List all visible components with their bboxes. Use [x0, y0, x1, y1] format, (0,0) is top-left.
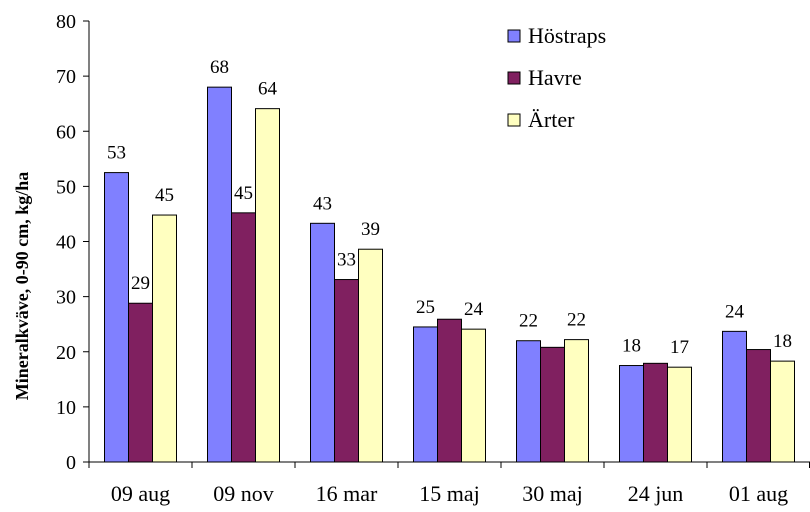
data-label: 39: [361, 219, 380, 240]
data-label: 24: [464, 299, 484, 320]
legend-swatch: [507, 71, 521, 85]
bar: [128, 302, 153, 463]
y-tick-label: 20: [56, 342, 76, 364]
legend-label: Havre: [528, 65, 582, 90]
bar: [310, 222, 335, 463]
bar: [516, 340, 541, 463]
bar: [358, 248, 383, 463]
data-label: 45: [234, 183, 253, 204]
data-label: 24: [725, 301, 745, 322]
bar: [437, 318, 462, 463]
y-tick-label: 60: [56, 121, 76, 143]
data-label: 17: [670, 337, 689, 358]
y-tick-label: 50: [56, 176, 76, 198]
y-tick-label: 80: [56, 11, 76, 33]
x-tick-label: 09 aug: [111, 481, 170, 506]
data-label: 18: [622, 336, 641, 357]
data-label: 53: [107, 143, 126, 164]
bar: [722, 330, 747, 463]
y-tick-label: 30: [56, 287, 76, 309]
bar: [413, 326, 438, 463]
bar: [255, 108, 280, 463]
bar: [564, 339, 589, 463]
y-tick-label: 40: [56, 232, 76, 254]
bar: [667, 366, 692, 463]
bar: [643, 362, 668, 463]
y-tick-label: 70: [56, 66, 76, 88]
data-label: 45: [155, 185, 174, 206]
y-axis: 0 10 20 30 40 50 60 70 80: [56, 11, 90, 474]
bar: [746, 349, 771, 463]
legend-label: Ärter: [528, 107, 575, 132]
legend-label: Höstraps: [528, 23, 606, 48]
bar: [152, 214, 177, 463]
x-tick-label: 30 maj: [522, 481, 583, 506]
data-label: 68: [210, 57, 229, 78]
data-label: 22: [519, 311, 538, 332]
bar: [770, 360, 795, 463]
x-axis: 09 aug 09 nov 16 mar 15 maj 30 maj 24 jun 01 a…: [88, 461, 810, 506]
bar: [540, 346, 565, 463]
y-axis-title: Mineralkväve, 0-90 cm, kg/ha: [12, 172, 32, 400]
data-label: 29: [131, 273, 150, 294]
x-tick-label: 09 nov: [213, 481, 274, 506]
bar: [104, 172, 129, 463]
x-tick-label: 15 maj: [419, 481, 480, 506]
data-label: 25: [416, 297, 435, 318]
legend-swatch: [507, 113, 521, 127]
y-tick-label: 0: [66, 452, 76, 474]
data-label: 64: [258, 79, 278, 100]
bar: [619, 365, 644, 463]
data-label: 43: [313, 193, 332, 214]
y-tick-label: 10: [56, 397, 76, 419]
bar: [334, 279, 359, 463]
bar: [461, 328, 486, 463]
bar: [207, 86, 232, 463]
bars: [104, 86, 795, 463]
legend: Höstraps Havre Ärter: [507, 23, 606, 132]
data-label: 33: [337, 250, 356, 271]
x-tick-label: 24 jun: [628, 481, 684, 506]
legend-swatch: [507, 29, 521, 43]
data-label: 22: [567, 310, 586, 331]
data-label: 18: [773, 331, 792, 352]
bar: [231, 212, 256, 463]
x-tick-label: 16 mar: [316, 481, 378, 506]
x-tick-label: 01 aug: [729, 481, 788, 506]
